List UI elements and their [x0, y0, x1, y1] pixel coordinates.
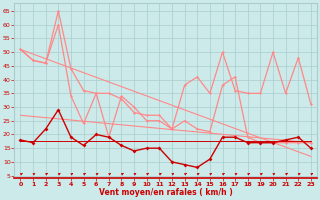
X-axis label: Vent moyen/en rafales ( km/h ): Vent moyen/en rafales ( km/h ) — [99, 188, 233, 197]
